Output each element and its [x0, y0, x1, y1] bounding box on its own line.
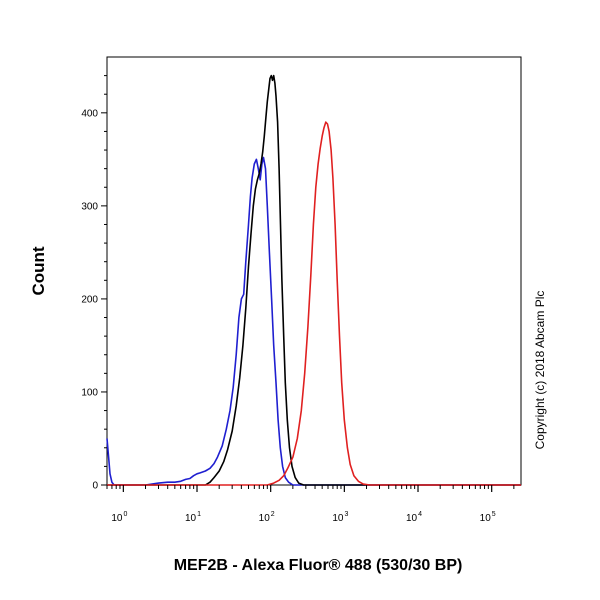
series-line-2	[107, 74, 521, 486]
x-axis-title: MEF2B - Alexa Fluor® 488 (530/30 BP)	[174, 557, 463, 574]
y-axis: 0 100 200 300 400	[81, 75, 107, 492]
x-tick-label-0: 100	[111, 511, 127, 524]
x-tick-label-5: 105	[480, 511, 496, 524]
y-tick-label-100: 100	[81, 387, 98, 398]
x-tick-label-2: 102	[259, 511, 275, 524]
y-tick-label-200: 200	[81, 294, 98, 305]
series-line-1	[106, 156, 521, 486]
plot-frame	[106, 56, 522, 486]
x-tick-label-4: 104	[406, 511, 422, 524]
y-axis-title: Count	[29, 246, 48, 295]
y-tick-label-400: 400	[81, 108, 98, 119]
series-line-3	[107, 121, 521, 486]
x-tick-label-1: 101	[185, 511, 201, 524]
x-tick-label-3: 103	[332, 511, 348, 524]
copyright-annotation: Copyright (c) 2018 Abcam Plc	[533, 291, 547, 450]
y-tick-label-300: 300	[81, 201, 98, 212]
series-layer	[106, 74, 521, 486]
x-axis: 100 101 102 103 104 105	[106, 485, 515, 524]
y-tick-label-0: 0	[92, 481, 98, 492]
